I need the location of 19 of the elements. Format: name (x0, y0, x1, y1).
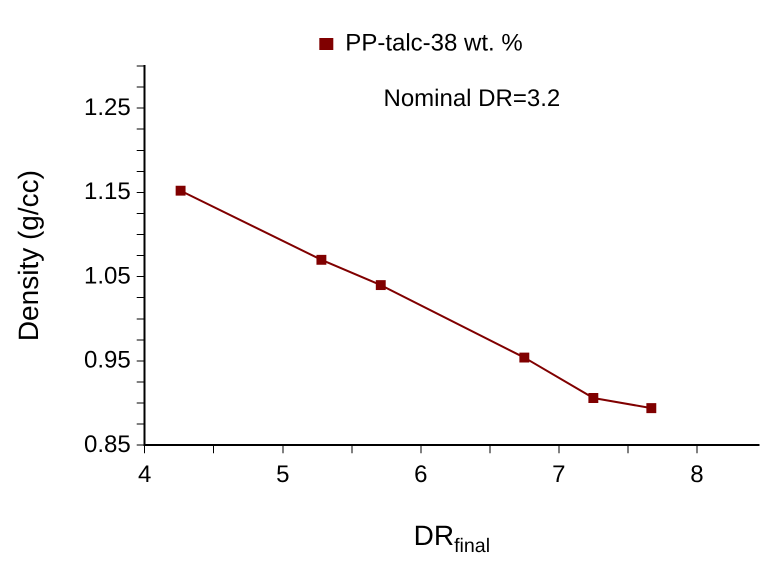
x-tick-label: 5 (276, 461, 290, 488)
x-tick-label: 8 (690, 461, 704, 488)
point (316, 254, 326, 265)
x-tick-label: 4 (138, 461, 152, 488)
point (646, 403, 656, 414)
y-tick-label: 1.15 (84, 178, 131, 206)
y-tick-label: 0.85 (84, 430, 131, 458)
x-tick-label: 6 (414, 461, 428, 488)
legend-label: PP-talc-38 wt. % (345, 30, 523, 57)
y-axis-title: Density (g/cc) (13, 170, 44, 342)
y-tick-label: 1.25 (84, 94, 131, 121)
y-tick-label: 1.05 (84, 262, 131, 290)
y-tick-label: 0.95 (84, 346, 131, 374)
point (176, 186, 186, 196)
point (519, 352, 530, 363)
point (376, 280, 386, 290)
annotation: Nominal DR=3.2 (383, 85, 560, 112)
x-tick-label: 7 (552, 461, 566, 488)
point (588, 393, 598, 403)
